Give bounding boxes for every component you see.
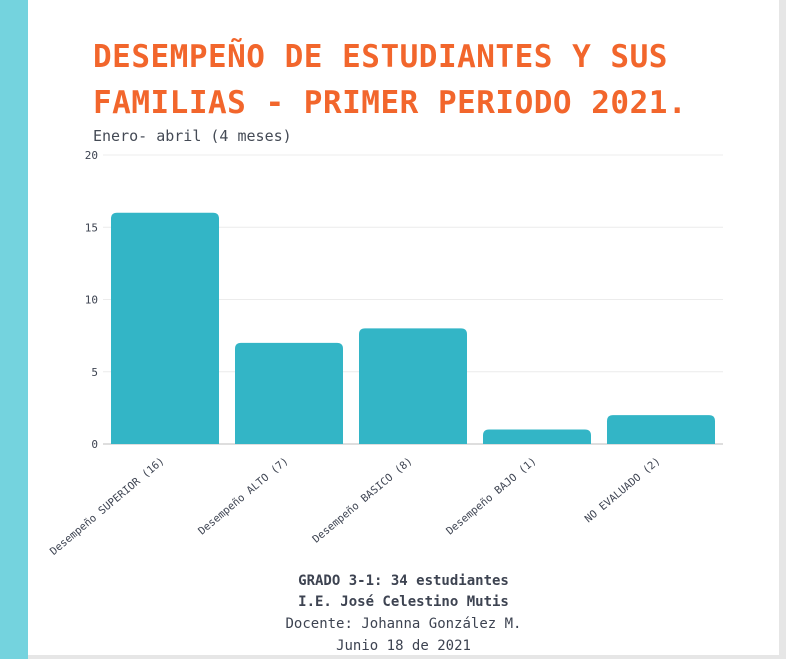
chart-title: DESEMPEÑO DE ESTUDIANTES Y SUS FAMILIAS … [93,39,688,121]
left-accent-stripe [0,0,28,659]
bar [359,328,467,444]
bar [483,429,591,444]
bar [607,415,715,444]
x-tick-label: Desempeño SUPERIOR (16) [48,455,167,558]
x-tick-label: Desempeño BASICO (8) [310,455,415,545]
x-tick-label: NO EVALUADO (2) [583,455,663,525]
footer-teacher: Docente: Johanna González M. [285,616,522,632]
bar [111,212,219,444]
footer-grade: GRADO 3-1: 34 estudiantes [298,573,509,589]
bar [235,342,343,444]
x-tick-label: Desempeño BAJO (1) [444,455,539,537]
x-tick-label: Desempeño ALTO (7) [196,455,291,537]
y-tick-label: 20 [85,149,98,162]
footer-date: Junio 18 de 2021 [336,638,471,654]
y-tick-label: 10 [85,294,98,307]
y-tick-label: 15 [85,221,98,234]
y-tick-label: 5 [91,366,98,379]
chart-subtitle: Enero- abril (4 meses) [93,127,292,145]
footer-school: I.E. José Celestino Mutis [298,594,509,610]
y-tick-label: 0 [91,438,98,451]
